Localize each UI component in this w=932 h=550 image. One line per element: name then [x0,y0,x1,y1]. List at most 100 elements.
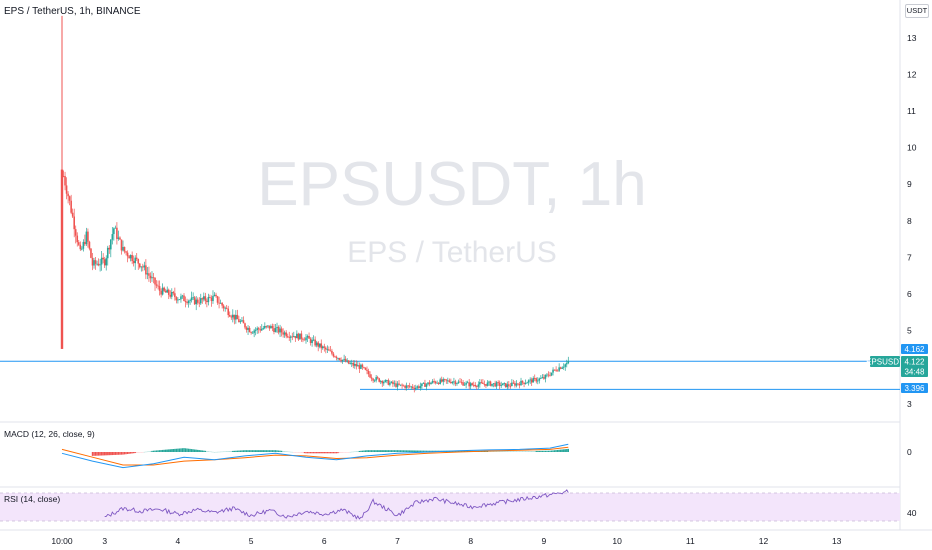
candle-body [111,234,114,240]
macd-histogram-bar [241,450,243,452]
macd-histogram-bar [553,450,556,452]
macd-histogram-bar [251,450,254,452]
candle-body [157,285,159,287]
macd-histogram-bar [306,452,309,454]
symbol-tag-text: EPSUSDT [866,358,904,367]
candle-body [73,216,75,230]
candle-body [76,235,79,243]
candle-body [314,339,316,346]
macd-signal-line [61,446,569,466]
candle-body [509,385,512,387]
macd-histogram-bar [235,450,237,452]
candle-body [425,384,428,387]
macd-histogram-bar [152,450,155,452]
time-tick: 10 [612,536,622,546]
macd-indicator[interactable] [61,443,569,469]
macd-histogram-bar [413,450,415,452]
candle-body [512,382,515,384]
candle-body [129,255,132,259]
macd-histogram-bar [515,451,518,452]
candle-body [350,362,353,364]
candle-body [235,314,237,320]
candle-body [413,387,416,390]
candle-body [492,383,495,385]
macd-histogram-bar [428,450,431,452]
candle-body [241,320,243,322]
candle-body [550,372,553,376]
candle-body [106,247,109,259]
macd-histogram-bar [105,452,107,456]
macd-histogram-bar [456,450,458,452]
candle-body [404,385,406,388]
macd-histogram-bar [296,452,298,453]
candle-body [553,369,556,371]
candle-body [535,378,538,382]
macd-histogram-bar [259,450,261,452]
candle-body [160,290,162,295]
candle-body [227,308,230,316]
candle-body [489,381,492,386]
candle-body [166,289,169,293]
macd-histogram-bar [364,450,367,452]
candle-body [120,239,123,251]
rsi-indicator[interactable] [104,489,569,520]
candle-body [331,350,333,354]
price-tick: 6 [907,289,912,299]
macd-histogram-bar [561,449,563,452]
candle-body [196,299,199,303]
macd-histogram-bar [383,450,385,452]
macd-histogram-bar [221,451,223,453]
candle-body [329,350,332,352]
macd-histogram-bar [166,449,168,452]
candle-body [186,302,188,304]
macd-histogram-bar [335,452,338,454]
candle-body [448,380,451,382]
candle-body [440,379,443,382]
candle-body [334,356,336,358]
candle-body [299,333,301,340]
candle-body [193,297,196,305]
candle-body [108,247,111,250]
candle-body [212,296,214,302]
macd-histogram-bar [500,451,502,452]
macd-histogram-bar [390,450,393,452]
last-price-text: 4.122 [904,358,925,367]
candle-body [428,382,431,385]
macd-histogram-bar [293,452,295,453]
candle-body [495,382,498,387]
currency-unit-button[interactable]: USDT [905,4,929,18]
candle-body [274,328,277,332]
time-tick: 12 [759,536,769,546]
macd-histogram-bar [116,452,118,455]
macd-histogram-bar [363,450,365,452]
macd-histogram-bar [136,452,138,453]
macd-histogram-bar [242,450,245,452]
candle-body [206,300,208,303]
candle-body [358,365,361,369]
candle-body [546,374,548,376]
candle-body [562,366,565,368]
candle-body [244,323,246,328]
candlestick-series[interactable] [60,15,570,393]
candle-body [369,374,371,378]
candle-body [125,251,127,253]
macd-histogram-bar [222,451,225,453]
candle-body [190,297,193,301]
macd-histogram-bar [233,450,236,452]
macd-histogram-bar [200,450,202,452]
macd-histogram-bar [326,452,329,454]
candle-body [84,241,86,245]
candle-body [402,385,405,387]
time-scale[interactable]: 10:00 3 4 5 6 7 8 9 10 11 12 13 [51,536,841,546]
candle-body [233,314,236,320]
macd-histogram-bar [323,452,325,454]
macd-histogram-bar [290,451,292,453]
macd-histogram-bar [254,450,257,452]
candle-body [340,359,342,362]
price-tick: 5 [907,326,912,336]
candle-body [257,328,260,330]
macd-histogram-bar [291,451,293,453]
macd-histogram-bar [387,450,390,452]
candle-body [447,380,449,382]
